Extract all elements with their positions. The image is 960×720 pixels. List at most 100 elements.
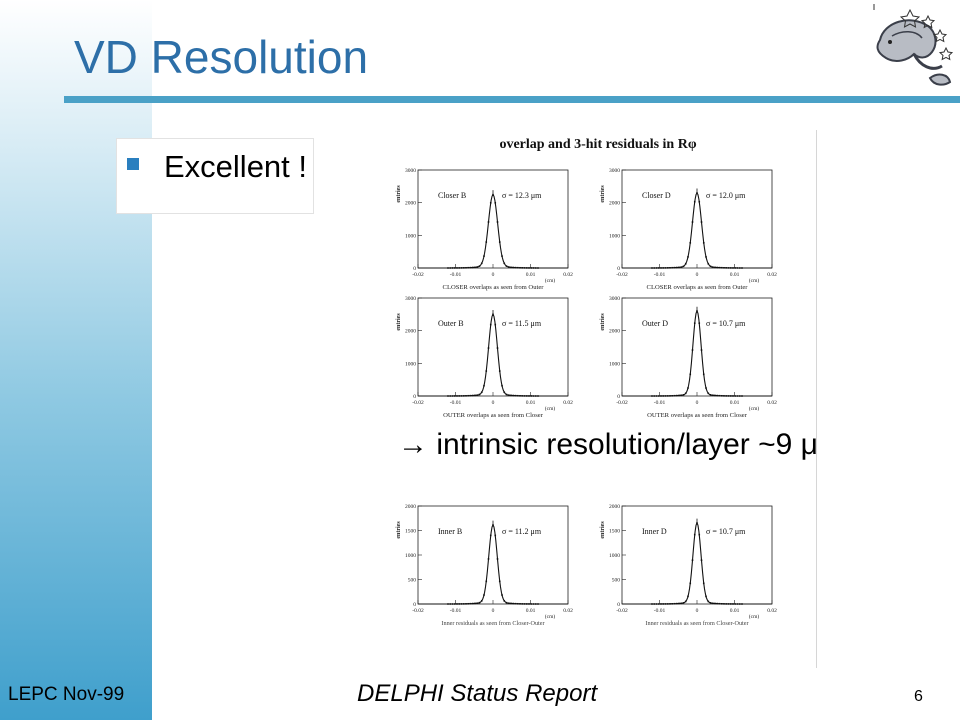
data-point [702,582,705,585]
residuals-figure: overlap and 3-hit residuals in Rφ 3000 20… [388,130,817,668]
y-tick-label: 3000 [405,296,416,302]
data-point [483,594,485,596]
data-point [662,267,665,269]
bullet-box [116,138,314,214]
data-point [480,600,483,602]
data-point [521,603,524,605]
data-point [687,595,689,598]
data-point [465,603,467,605]
data-point [510,394,512,397]
data-point [660,603,662,605]
data-point [684,600,687,603]
data-point [525,267,528,269]
data-point [655,267,658,269]
x-tick-label: -0.02 [616,400,628,406]
y-tick-label: 1000 [405,233,416,239]
panel-caption: OUTER overlaps as seen from Closer [443,412,544,419]
data-point [664,395,667,397]
data-point [707,392,710,395]
data-point [687,256,689,258]
data-point [485,580,488,583]
data-point [447,267,449,269]
data-point [729,267,732,269]
data-point [680,602,683,605]
data-point [451,603,454,605]
data-point [709,265,712,268]
data-point [673,602,676,605]
sigma-label: σ = 12.3 μm [502,191,542,200]
data-point [736,603,739,605]
data-point [503,391,506,394]
page-number: 6 [914,688,923,705]
data-point [467,602,470,605]
data-point [691,349,694,351]
data-point [537,267,539,269]
data-point [534,395,537,397]
data-point [669,267,671,269]
x-tick-label: 0 [696,400,699,406]
data-point [496,221,499,223]
x-tick-label: 0 [492,608,495,614]
x-tick-label: 0.02 [767,608,777,614]
data-point [680,394,683,397]
data-point [453,267,456,269]
data-point [682,394,685,396]
sigma-label: σ = 11.2 μm [502,527,542,536]
data-point [702,373,705,376]
data-point [720,266,723,269]
x-tick-label: -0.02 [412,400,424,406]
data-point [678,394,680,397]
data-point [507,266,510,268]
y-tick-label: 2000 [609,504,620,510]
data-point [474,602,476,605]
data-point [727,395,730,397]
data-point [519,266,521,269]
panel-frame [621,169,773,269]
y-tick-label: 0 [617,602,620,608]
panel-label: Outer B [438,319,464,328]
data-point [519,603,521,605]
data-point [456,395,458,397]
data-point [476,602,479,605]
y-axis-label: entries [396,313,402,331]
y-tick-label: 3000 [609,168,620,174]
data-point [698,200,701,203]
x-tick-label: 0.02 [767,400,777,406]
x-tick-label: -0.01 [654,272,666,278]
data-point [514,394,517,397]
data-point [720,394,723,397]
data-point [476,394,479,396]
data-point [655,603,658,605]
data-point [478,393,481,396]
y-tick-label: 0 [413,602,416,608]
data-point [671,394,674,397]
data-point [691,221,694,223]
data-point [741,603,743,605]
data-point [653,395,656,397]
x-tick-label: 0.01 [526,400,536,406]
data-point [651,267,653,269]
data-point [516,394,519,397]
gaussian-fit-line [418,523,568,605]
data-point [521,395,524,397]
data-point [489,534,492,537]
data-point [664,267,667,269]
data-point [669,395,671,397]
data-point [725,395,728,397]
bullet-marker-icon [127,158,139,170]
data-point [512,602,515,605]
x-tick-label: 0.01 [730,400,740,406]
data-point [480,391,483,394]
data-point [471,602,474,605]
title-underline [64,96,960,103]
data-point [456,603,458,605]
data-point [469,602,472,605]
sigma-label: σ = 10.7 μm [706,527,746,536]
x-axis-label: (cm) [749,613,760,620]
data-point [451,395,454,397]
data-point [494,201,497,204]
x-tick-label: -0.02 [412,608,424,614]
data-point [469,266,472,269]
